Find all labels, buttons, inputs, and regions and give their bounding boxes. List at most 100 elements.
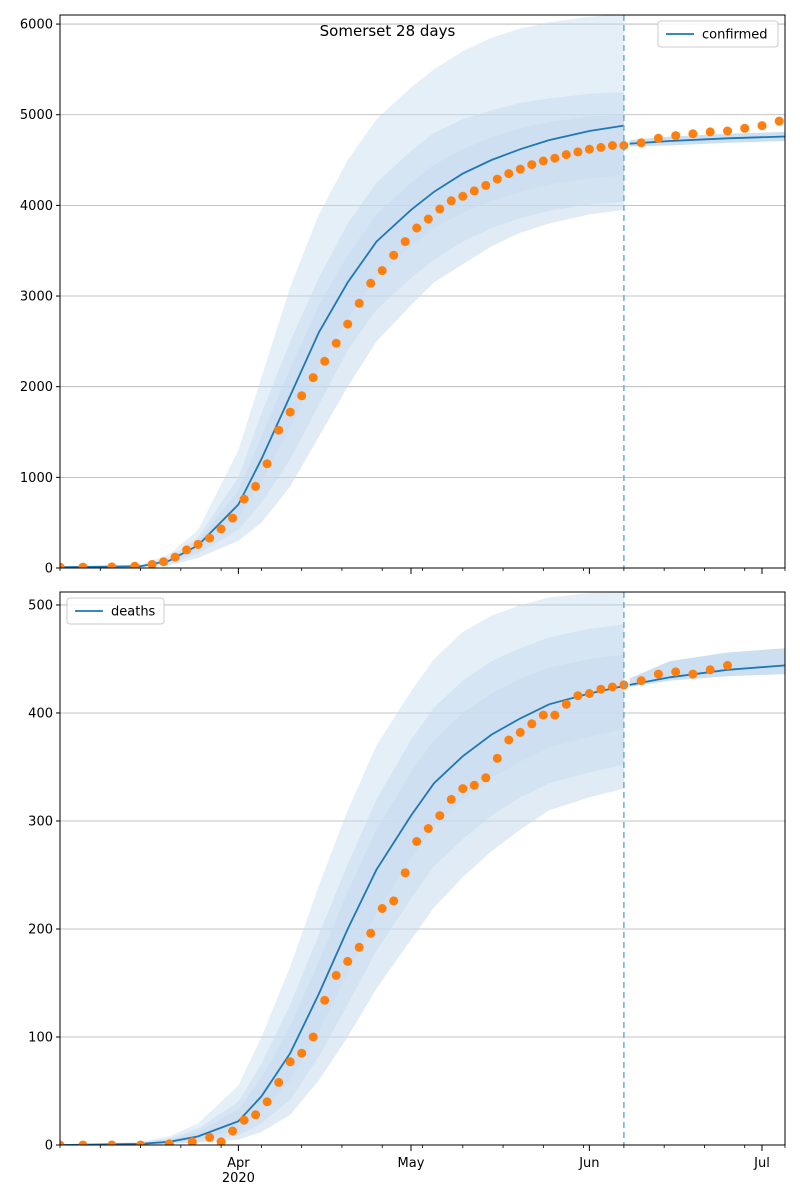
- data-point: [550, 153, 560, 163]
- data-point: [60, 1140, 65, 1145]
- data-point: [538, 710, 548, 720]
- data-point: [320, 356, 330, 366]
- legend-label: deaths: [111, 605, 156, 620]
- data-point: [492, 174, 502, 184]
- credible-band-3: [60, 114, 624, 568]
- plot-area: [60, 592, 785, 1145]
- data-point: [136, 1140, 146, 1145]
- data-point: [285, 407, 295, 417]
- x-tick-sublabel: 2020: [222, 1171, 255, 1186]
- data-point: [469, 780, 479, 790]
- data-point: [366, 928, 376, 938]
- x-tick-label: Jun: [578, 1156, 599, 1171]
- chart-title: Somerset 28 days: [320, 22, 456, 40]
- data-point: [78, 1140, 88, 1145]
- data-point: [308, 1032, 318, 1042]
- data-point: [636, 676, 646, 686]
- data-point: [159, 557, 169, 567]
- y-tick-label: 0: [45, 1139, 53, 1154]
- data-point: [274, 425, 284, 435]
- data-point: [515, 727, 525, 737]
- data-point: [389, 250, 399, 260]
- y-tick-label: 300: [28, 814, 53, 829]
- data-point: [343, 956, 353, 966]
- data-point: [705, 127, 715, 137]
- data-point: [239, 494, 249, 504]
- data-point: [504, 735, 514, 745]
- data-point: [774, 116, 784, 126]
- data-point: [671, 667, 681, 677]
- data-point: [653, 669, 663, 679]
- data-point: [740, 123, 750, 133]
- plot-area: [60, 15, 785, 568]
- data-point: [331, 970, 341, 980]
- data-point: [400, 237, 410, 247]
- data-point: [320, 995, 330, 1005]
- data-point: [723, 660, 732, 670]
- data-point: [78, 562, 88, 568]
- data-point: [216, 524, 226, 534]
- data-point: [688, 669, 698, 679]
- y-tick-label: 6000: [20, 18, 53, 33]
- data-point: [538, 156, 548, 166]
- data-point: [723, 126, 732, 136]
- data-point: [377, 904, 387, 913]
- y-tick-label: 0: [45, 562, 53, 577]
- data-point: [653, 133, 663, 143]
- data-point: [400, 868, 410, 878]
- data-point: [366, 278, 376, 288]
- data-point: [636, 138, 646, 148]
- y-tick-label: 100: [28, 1030, 53, 1045]
- data-point: [504, 169, 514, 179]
- x-tick-label: Apr: [227, 1156, 250, 1171]
- data-point: [216, 1137, 226, 1145]
- y-tick-label: 2000: [20, 380, 53, 395]
- data-point: [354, 942, 364, 952]
- data-point: [412, 223, 422, 233]
- legend: deaths: [66, 597, 165, 625]
- data-point: [757, 121, 767, 131]
- x-tick-label: May: [398, 1156, 425, 1171]
- y-tick-label: 400: [28, 706, 53, 721]
- y-tick-label: 4000: [20, 199, 53, 214]
- data-point: [147, 559, 157, 568]
- data-point: [596, 684, 606, 694]
- data-point: [688, 129, 698, 139]
- data-point: [297, 1048, 307, 1058]
- data-point: [193, 539, 203, 549]
- data-point: [205, 1132, 215, 1142]
- data-point: [262, 1097, 272, 1107]
- y-tick-label: 5000: [20, 108, 53, 123]
- legend-label: confirmed: [702, 28, 768, 43]
- data-point: [331, 338, 341, 348]
- data-point: [607, 682, 617, 692]
- data-point: [343, 319, 353, 329]
- data-point: [561, 150, 571, 160]
- data-point: [435, 811, 445, 821]
- data-point: [481, 180, 491, 190]
- data-point: [446, 794, 456, 804]
- data-point: [412, 837, 422, 846]
- legend: confirmed: [657, 20, 779, 48]
- data-point: [107, 1140, 117, 1145]
- data-point: [228, 1126, 238, 1136]
- data-point: [446, 196, 456, 206]
- data-point: [584, 144, 594, 154]
- series-line-confirmed-forecast: [629, 135, 785, 145]
- data-point: [182, 545, 192, 555]
- y-tick-label: 1000: [20, 471, 53, 486]
- data-point: [527, 719, 537, 729]
- data-point: [458, 191, 468, 201]
- data-point: [130, 561, 140, 568]
- series-line-deaths: [60, 685, 625, 1145]
- data-point: [60, 562, 65, 568]
- data-point: [308, 373, 318, 383]
- data-point: [671, 131, 681, 141]
- data-point: [607, 141, 617, 150]
- data-point: [274, 1077, 284, 1087]
- data-point: [170, 552, 180, 562]
- y-tick-label: 500: [28, 598, 53, 613]
- data-point: [187, 1137, 197, 1145]
